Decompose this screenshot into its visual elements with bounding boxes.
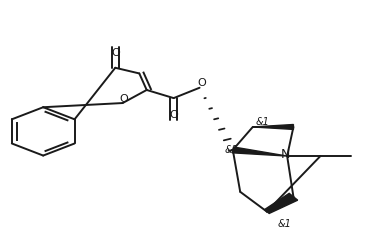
Text: O: O bbox=[197, 78, 206, 88]
Polygon shape bbox=[253, 124, 293, 129]
Text: O: O bbox=[169, 110, 178, 120]
Text: N: N bbox=[280, 148, 290, 161]
Polygon shape bbox=[265, 193, 298, 214]
Text: O: O bbox=[111, 48, 120, 58]
Text: &1: &1 bbox=[225, 145, 239, 155]
Polygon shape bbox=[232, 147, 287, 156]
Text: &1: &1 bbox=[256, 117, 270, 127]
Text: O: O bbox=[119, 93, 128, 104]
Text: &1: &1 bbox=[277, 219, 291, 229]
